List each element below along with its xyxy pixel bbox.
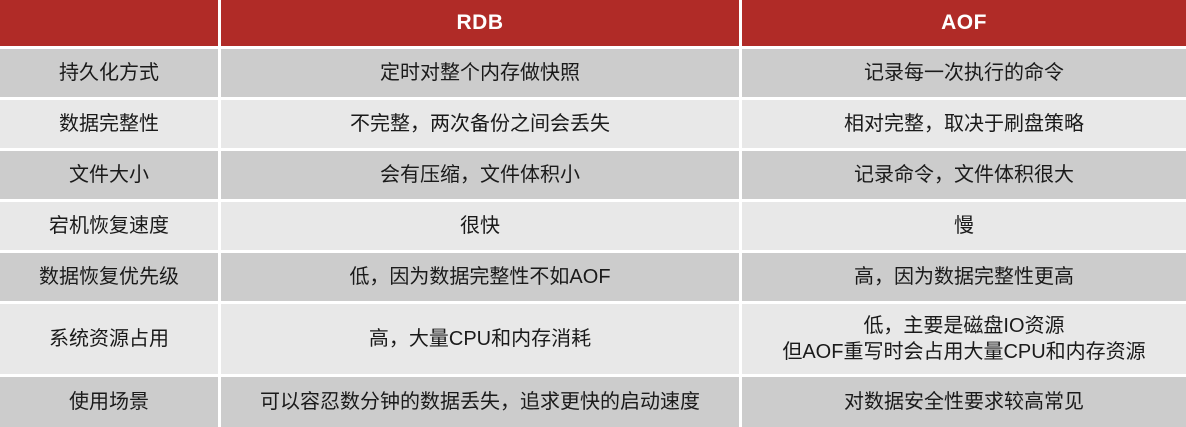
aof-file-size: 记录命令，文件体积很大 — [742, 151, 1186, 199]
row-label-resource-usage: 系统资源占用 — [0, 304, 218, 374]
rdb-persistence-method: 定时对整个内存做快照 — [221, 49, 739, 97]
rdb-file-size: 会有压缩，文件体积小 — [221, 151, 739, 199]
rdb-use-case: 可以容忍数分钟的数据丢失，追求更快的启动速度 — [221, 377, 739, 427]
aof-recovery-speed: 慢 — [742, 202, 1186, 250]
aof-persistence-method: 记录每一次执行的命令 — [742, 49, 1186, 97]
header-rdb-cell: RDB — [221, 0, 739, 46]
header-corner-cell — [0, 0, 218, 46]
row-label-persistence-method: 持久化方式 — [0, 49, 218, 97]
rdb-resource-usage: 高，大量CPU和内存消耗 — [221, 304, 739, 374]
aof-resource-usage: 低，主要是磁盘IO资源 但AOF重写时会占用大量CPU和内存资源 — [742, 304, 1186, 374]
aof-recovery-priority: 高，因为数据完整性更高 — [742, 253, 1186, 301]
rdb-data-integrity: 不完整，两次备份之间会丢失 — [221, 100, 739, 148]
row-label-use-case: 使用场景 — [0, 377, 218, 427]
row-label-recovery-priority: 数据恢复优先级 — [0, 253, 218, 301]
row-label-data-integrity: 数据完整性 — [0, 100, 218, 148]
aof-use-case: 对数据安全性要求较高常见 — [742, 377, 1186, 427]
rdb-recovery-speed: 很快 — [221, 202, 739, 250]
header-aof-cell: AOF — [742, 0, 1186, 46]
row-label-file-size: 文件大小 — [0, 151, 218, 199]
row-label-recovery-speed: 宕机恢复速度 — [0, 202, 218, 250]
rdb-recovery-priority: 低，因为数据完整性不如AOF — [221, 253, 739, 301]
aof-data-integrity: 相对完整，取决于刷盘策略 — [742, 100, 1186, 148]
